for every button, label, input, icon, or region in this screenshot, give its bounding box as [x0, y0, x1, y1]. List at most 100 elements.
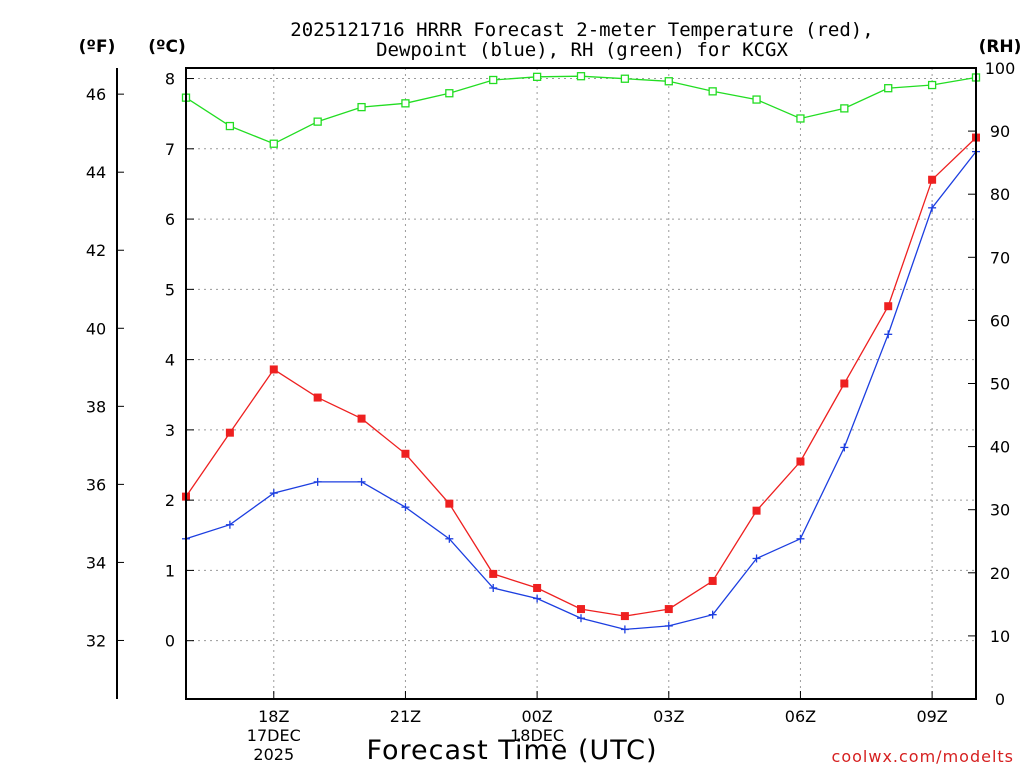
rh-point: [708, 87, 717, 96]
celsius-tick-label: 0: [165, 632, 175, 651]
gridlines: [186, 68, 976, 699]
dewpoint-point: [269, 489, 278, 498]
rh-point: [532, 72, 542, 81]
dewpoint-point: [928, 203, 937, 212]
celsius-tick-label: 4: [165, 351, 175, 370]
rh-point: [225, 121, 235, 131]
series-dewpoint: [182, 147, 980, 634]
x-tick-label: 21Z: [390, 707, 421, 726]
fahrenheit-unit-label: (ºF): [79, 37, 116, 57]
rh-line: [185, 75, 977, 145]
rh-point: [269, 139, 278, 148]
dewpoint-point: [884, 330, 893, 339]
temperature-point: [357, 414, 366, 423]
temperature-point: [445, 499, 454, 508]
dewpoint-point: [577, 614, 585, 623]
temperature-point: [620, 612, 629, 621]
x-tick-label: 18DEC: [510, 726, 564, 745]
temperature-point: [577, 605, 585, 614]
temperature-point: [708, 576, 717, 585]
rh-point: [752, 95, 761, 104]
dewpoint-point: [840, 443, 849, 452]
fahrenheit-tick-label: 32: [86, 631, 106, 650]
temperature-point: [401, 449, 410, 458]
celsius-tick-label: 6: [165, 210, 175, 229]
rh-tick-label: 0: [995, 690, 1005, 709]
rh-point: [313, 117, 322, 126]
rh-tick-label: 90: [990, 122, 1010, 141]
dewpoint-point: [489, 583, 498, 592]
rh-tick-label: 80: [990, 185, 1010, 204]
x-tick-label: 17DEC: [247, 726, 301, 745]
credit-text: coolwx.com/modelts: [832, 747, 1014, 766]
rh-point: [927, 80, 937, 90]
dewpoint-point: [313, 477, 322, 486]
celsius-tick-label: 7: [165, 140, 175, 159]
rh-tick-label: 30: [990, 501, 1010, 520]
rh-point: [445, 89, 454, 98]
x-tick-label: 06Z: [785, 707, 816, 726]
temperature-point: [489, 569, 498, 578]
dewpoint-point: [752, 554, 761, 563]
dewpoint-point: [796, 534, 805, 543]
fahrenheit-tick-label: 46: [86, 85, 106, 104]
x-tick-label: 03Z: [653, 707, 684, 726]
temperature-point: [225, 428, 234, 437]
celsius-tick-label: 8: [165, 70, 175, 89]
dewpoint-point: [445, 534, 454, 543]
series-temperature: [182, 133, 980, 621]
x-tick-label: 00Z: [521, 707, 552, 726]
rh-tick-label: 50: [990, 375, 1010, 394]
rh-point: [664, 77, 673, 86]
rh-point: [401, 99, 410, 108]
rh-point: [357, 102, 366, 112]
temperature-point: [752, 506, 761, 515]
temperature-point: [928, 175, 937, 184]
fahrenheit-tick-label: 40: [86, 319, 106, 338]
x-axis-title: Forecast Time (UTC): [366, 735, 657, 766]
x-tick-label: 18Z: [258, 707, 289, 726]
dewpoint-point: [225, 520, 234, 529]
temperature-point: [840, 379, 849, 388]
temperature-point: [664, 605, 673, 614]
fahrenheit-tick-label: 42: [86, 241, 106, 260]
dewpoint-point: [708, 610, 717, 619]
rh-point: [884, 84, 893, 93]
x-tick-label: 2025: [253, 745, 294, 764]
rh-point: [489, 75, 498, 85]
rh-point: [576, 72, 586, 81]
dewpoint-point: [533, 594, 542, 603]
temperature-point: [269, 365, 278, 374]
plot-frame: [185, 67, 977, 700]
chart-title-line2: Dewpoint (blue), RH (green) for KCGX: [376, 39, 788, 61]
celsius-tick-label: 3: [165, 421, 175, 440]
rh-tick-label: 10: [990, 627, 1010, 646]
dewpoint-point: [664, 621, 673, 630]
rh-tick-label: 20: [990, 564, 1010, 583]
temperature-point: [313, 393, 322, 402]
dewpoint-line: [185, 151, 977, 631]
fahrenheit-tick-label: 44: [86, 163, 106, 182]
celsius-tick-label: 5: [165, 280, 175, 299]
temperature-point: [884, 302, 893, 311]
chart-title-line1: 2025121716 HRRR Forecast 2-meter Tempera…: [290, 19, 873, 41]
dewpoint-point: [401, 503, 410, 512]
dewpoint-point: [357, 477, 366, 486]
fahrenheit-tick-label: 36: [86, 475, 106, 494]
series-rh: [181, 72, 981, 148]
temperature-point: [533, 583, 542, 592]
rh-point: [840, 104, 849, 113]
rh-point: [796, 114, 805, 123]
temperature-point: [796, 457, 805, 466]
x-tick-label: 09Z: [916, 707, 947, 726]
celsius-tick-label: 2: [165, 491, 175, 510]
temperature-line: [185, 137, 977, 617]
fahrenheit-tick-label: 34: [86, 553, 106, 572]
rh-tick-label: 70: [990, 248, 1010, 267]
fahrenheit-tick-label: 38: [86, 397, 106, 416]
rh-point: [620, 74, 630, 83]
rh-tick-label: 100: [985, 59, 1016, 78]
rh-tick-label: 60: [990, 311, 1010, 330]
